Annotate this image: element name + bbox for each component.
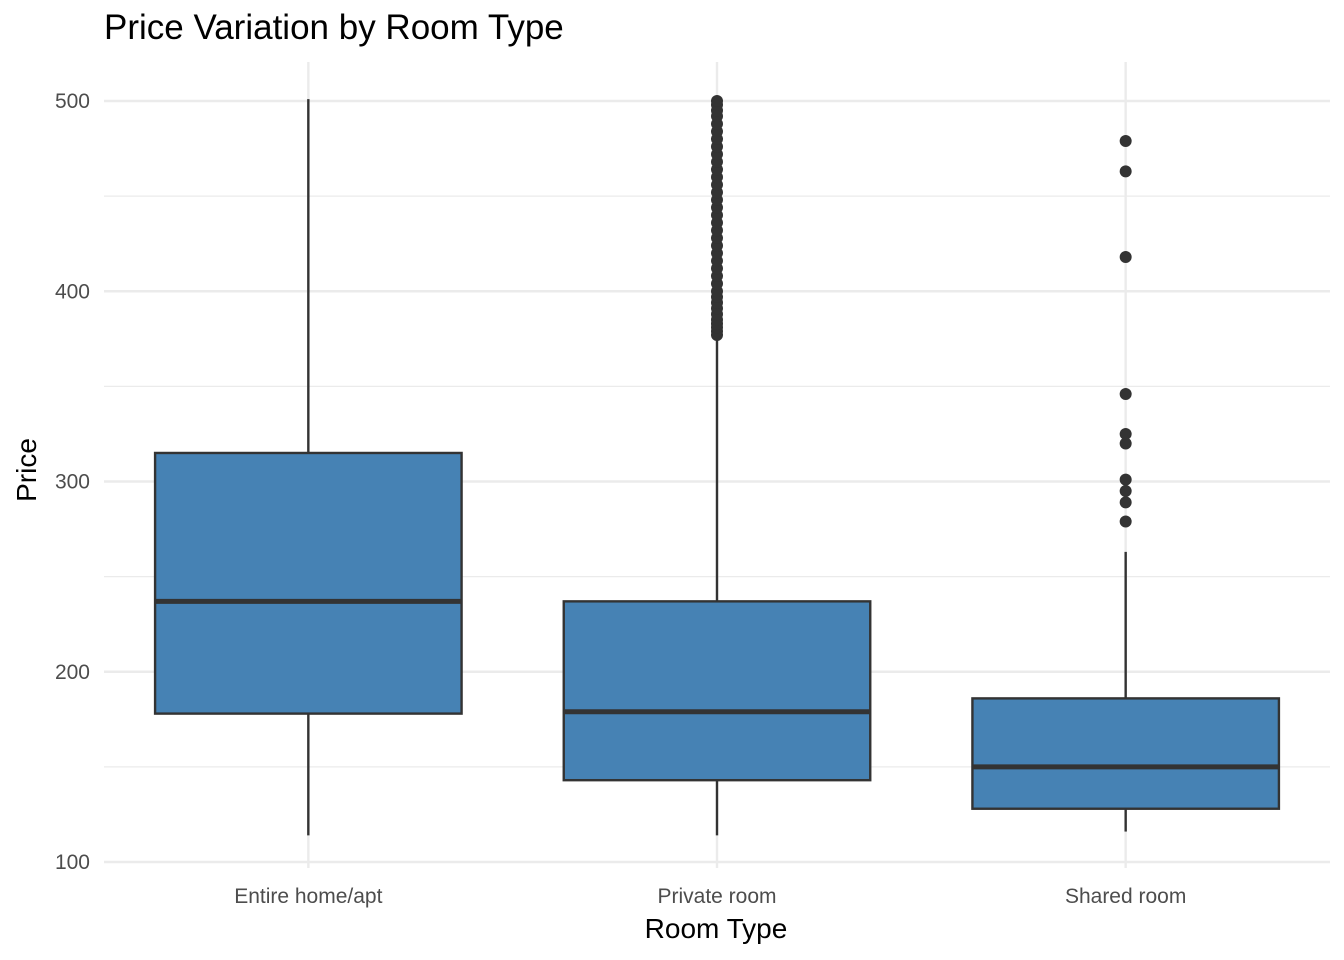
outlier-point: [1119, 134, 1132, 147]
y-axis-ticks: 100 200 300 400 500: [55, 90, 90, 874]
x-tick-label: Entire home/apt: [234, 885, 382, 908]
boxes: [153, 95, 1281, 836]
iqr-box: [562, 600, 872, 782]
outlier-point: [1119, 473, 1132, 486]
x-axis-ticks: Entire home/apt Private room Shared room: [234, 885, 1186, 908]
iqr-box: [153, 451, 463, 715]
x-tick-label: Private room: [657, 885, 776, 908]
outlier-point: [1119, 496, 1132, 509]
y-axis-title: Price: [11, 438, 42, 502]
outlier-point: [1119, 485, 1132, 498]
y-tick-label: 200: [55, 661, 90, 684]
x-axis-title: Room Type: [645, 913, 788, 944]
outlier-point: [1119, 251, 1132, 264]
y-tick-label: 100: [55, 851, 90, 874]
y-tick-label: 300: [55, 471, 90, 494]
outlier-point: [1119, 437, 1132, 450]
outlier-point: [711, 95, 723, 107]
iqr-box: [971, 697, 1281, 810]
outlier-point: [1119, 387, 1132, 400]
chart-title: Price Variation by Room Type: [104, 8, 564, 47]
x-tick-label: Shared room: [1065, 885, 1186, 908]
box-1: [153, 99, 463, 836]
outlier-point: [1119, 165, 1132, 178]
box-2: [562, 95, 872, 836]
y-tick-label: 500: [55, 90, 90, 113]
y-tick-label: 400: [55, 280, 90, 303]
outlier-point: [1119, 515, 1132, 528]
box-3: [971, 134, 1281, 832]
outlier-point: [1119, 427, 1132, 440]
